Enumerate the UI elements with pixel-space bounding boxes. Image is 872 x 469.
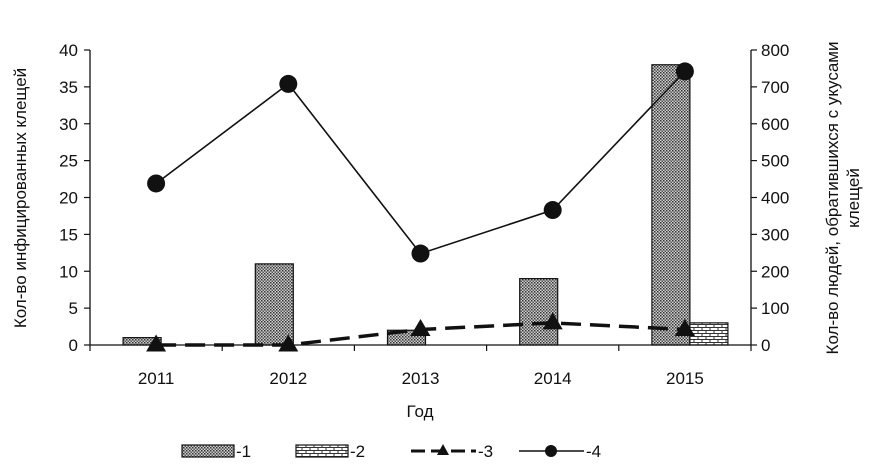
x-tick-label-2011: 2011	[138, 369, 175, 388]
y-left-tick-label: 35	[59, 78, 78, 97]
bar-series1-2012	[254, 263, 294, 346]
bar-series1-2014	[519, 278, 559, 346]
marker-series3-2014	[542, 312, 563, 330]
marker-series4-2012	[279, 74, 298, 93]
bar-series2-2015	[689, 322, 729, 346]
lines-layer	[146, 62, 695, 352]
y-right-tick-label: 800	[761, 41, 789, 60]
y-right-tick-label: 700	[761, 78, 789, 97]
y-left-tick-label: 0	[69, 336, 78, 355]
y-left-tick-label: 20	[59, 189, 78, 208]
legend-label-series2: -2	[350, 442, 365, 461]
y-left-tick-label: 10	[59, 262, 78, 281]
x-axis-title: Год	[406, 402, 433, 421]
x-tick-label-2015: 2015	[666, 369, 704, 388]
legend-label-series4: -4	[586, 442, 601, 461]
y-right-tick-label: 500	[761, 152, 789, 171]
marker-series4-2011	[147, 174, 166, 193]
marker-series3-2013	[410, 318, 431, 336]
line-series4	[155, 70, 686, 255]
x-tick-label-2014: 2014	[534, 369, 572, 388]
legend-label-series3: -3	[478, 442, 493, 461]
marker-series3-2011	[146, 334, 167, 352]
legend: -1 -2 -3 -4	[181, 442, 601, 461]
y-left-tick-label: 5	[69, 299, 78, 318]
y-right-tick-label: 600	[761, 115, 789, 134]
bars-layer	[122, 64, 729, 346]
legend-swatch-series1	[181, 444, 235, 458]
y-right-tick-label: 0	[761, 336, 770, 355]
marker-series4-2013	[411, 244, 430, 263]
y-left-tick-label: 25	[59, 152, 78, 171]
bar-series1-2015	[651, 64, 691, 346]
y-right-tick-label: 400	[761, 189, 789, 208]
y-left-tick-label: 15	[59, 225, 78, 244]
x-tick-label-2013: 2013	[402, 369, 440, 388]
legend-swatch-series2	[295, 444, 349, 458]
marker-series4-2015	[675, 62, 694, 81]
y-axis-right-title-line1: Кол-во людей, обратившихся с укусами	[823, 42, 842, 355]
y-right-tick-label: 200	[761, 262, 789, 281]
legend-label-series1: -1	[236, 442, 251, 461]
labels-layer: Год Кол-во инфицированных клещей Кол-во лю…	[11, 42, 863, 421]
y-left-tick-label: 40	[59, 41, 78, 60]
y-left-tick-label: 30	[59, 115, 78, 134]
legend-marker-series4	[545, 445, 557, 457]
x-tick-label-2012: 2012	[269, 369, 307, 388]
y-right-tick-label: 300	[761, 225, 789, 244]
legend-marker-series3	[437, 444, 449, 455]
y-right-tick-label: 100	[761, 299, 789, 318]
marker-series3-2012	[278, 334, 299, 352]
axes-layer: 0510152025303540010020030040050060070080…	[59, 41, 789, 388]
marker-series3-2015	[674, 318, 695, 336]
y-axis-right-title-line2: клещей	[844, 168, 863, 228]
marker-series4-2014	[543, 201, 562, 220]
y-axis-left-title: Кол-во инфицированных клещей	[11, 68, 30, 328]
